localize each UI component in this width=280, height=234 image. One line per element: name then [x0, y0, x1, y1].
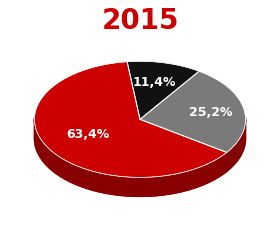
Polygon shape [140, 71, 246, 152]
Text: 11,4%: 11,4% [132, 76, 176, 89]
Text: 2015: 2015 [101, 7, 179, 35]
Polygon shape [34, 117, 227, 196]
Polygon shape [127, 61, 199, 119]
Polygon shape [34, 62, 227, 177]
Polygon shape [34, 119, 246, 196]
Polygon shape [227, 117, 246, 172]
Text: 25,2%: 25,2% [189, 106, 232, 119]
Text: 63,4%: 63,4% [66, 128, 109, 141]
